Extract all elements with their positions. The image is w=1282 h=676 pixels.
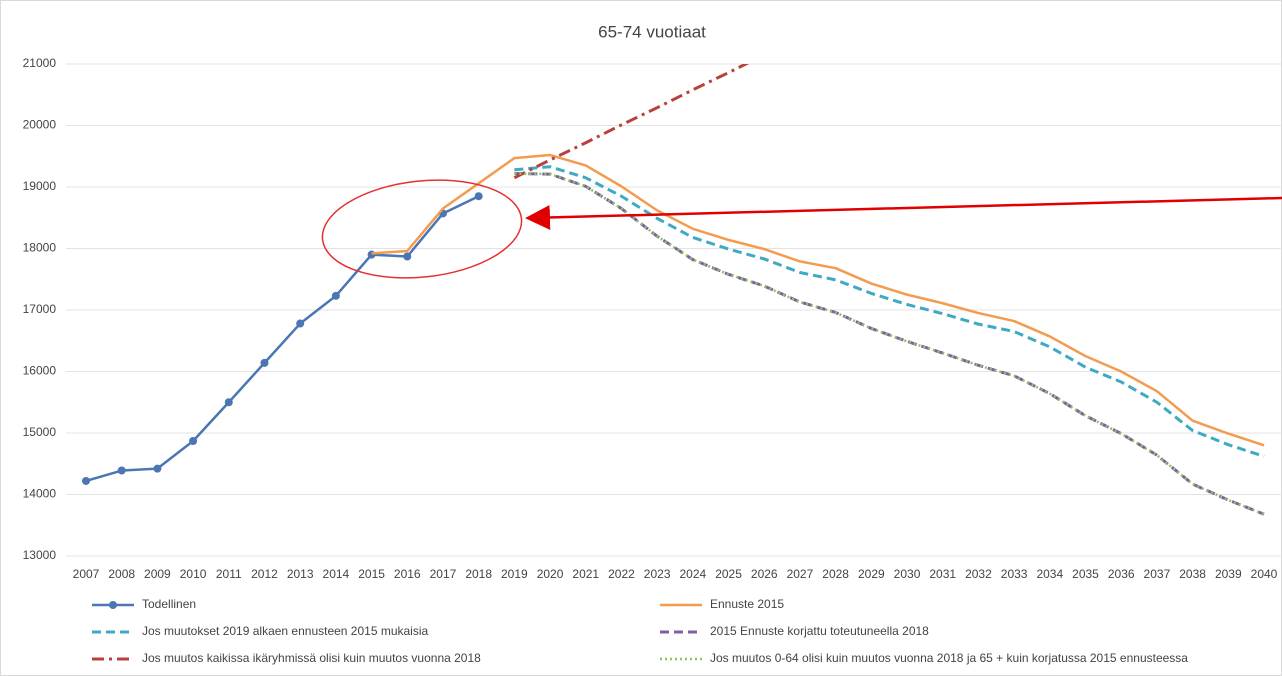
x-tick-label: 2032 bbox=[965, 567, 992, 581]
x-tick-label: 2035 bbox=[1072, 567, 1099, 581]
series-line bbox=[513, 64, 750, 180]
series-line bbox=[85, 195, 480, 483]
x-tick-label: 2022 bbox=[608, 567, 635, 581]
point-marker bbox=[474, 192, 483, 201]
x-tick-label: 2033 bbox=[1001, 567, 1028, 581]
y-tick-label: 18000 bbox=[23, 241, 57, 255]
legend-label: 2015 Ennuste korjattu toteutuneella 2018 bbox=[710, 624, 929, 638]
series-line bbox=[514, 165, 1265, 458]
x-tick-label: 2007 bbox=[73, 567, 100, 581]
x-tick-label: 2031 bbox=[929, 567, 956, 581]
x-tick-label: 2012 bbox=[251, 567, 278, 581]
x-tick-label: 2009 bbox=[144, 567, 171, 581]
x-tick-label: 2020 bbox=[537, 567, 564, 581]
legend-label: Todellinen bbox=[142, 597, 196, 611]
legend-marker bbox=[109, 601, 117, 609]
annotation-arrow bbox=[525, 196, 1282, 230]
series-line bbox=[371, 153, 1265, 447]
x-tick-label: 2027 bbox=[787, 567, 814, 581]
y-tick-label: 15000 bbox=[23, 425, 57, 439]
x-tick-label: 2017 bbox=[430, 567, 457, 581]
x-tick-label: 2038 bbox=[1179, 567, 1206, 581]
legend-label: Ennuste 2015 bbox=[710, 597, 784, 611]
x-tick-label: 2018 bbox=[465, 567, 492, 581]
y-tick-label: 17000 bbox=[23, 302, 57, 316]
x-tick-label: 2015 bbox=[358, 567, 385, 581]
x-tick-label: 2030 bbox=[894, 567, 921, 581]
x-tick-label: 2034 bbox=[1036, 567, 1063, 581]
x-tick-label: 2010 bbox=[180, 567, 207, 581]
x-tick-label: 2024 bbox=[679, 567, 706, 581]
point-marker bbox=[367, 250, 376, 259]
x-tick-label: 2037 bbox=[1144, 567, 1171, 581]
x-tick-label: 2036 bbox=[1108, 567, 1135, 581]
x-tick-label: 2029 bbox=[858, 567, 885, 581]
x-tick-label: 2014 bbox=[323, 567, 350, 581]
y-tick-label: 21000 bbox=[23, 56, 57, 70]
x-tick-label: 2040 bbox=[1251, 567, 1278, 581]
x-tick-label: 2025 bbox=[715, 567, 742, 581]
x-tick-label: 2039 bbox=[1215, 567, 1242, 581]
legend-label: Jos muutos kaikissa ikäryhmissä olisi ku… bbox=[142, 651, 481, 665]
x-tick-label: 2028 bbox=[822, 567, 849, 581]
x-tick-label: 2011 bbox=[216, 567, 242, 581]
x-tick-label: 2013 bbox=[287, 567, 314, 581]
point-marker bbox=[224, 398, 233, 407]
point-marker bbox=[260, 358, 269, 367]
x-tick-label: 2019 bbox=[501, 567, 528, 581]
x-tick-label: 2008 bbox=[108, 567, 135, 581]
series-line bbox=[514, 171, 1265, 516]
highlight-ellipse bbox=[321, 179, 523, 279]
chart-title: 65-74 vuotiaat bbox=[598, 22, 706, 41]
x-tick-label: 2021 bbox=[572, 567, 599, 581]
point-marker bbox=[82, 476, 90, 485]
point-marker bbox=[153, 464, 162, 473]
point-marker bbox=[189, 436, 198, 445]
point-marker bbox=[117, 466, 126, 475]
y-tick-label: 14000 bbox=[23, 487, 57, 501]
x-tick-label: 2016 bbox=[394, 567, 421, 581]
point-marker bbox=[296, 319, 305, 328]
legend-label: Jos muutos 0-64 olisi kuin muutos vuonna… bbox=[710, 651, 1188, 665]
x-tick-label: 2023 bbox=[644, 567, 671, 581]
legend-label: Jos muutokset 2019 alkaen ennusteen 2015… bbox=[142, 624, 429, 638]
point-marker bbox=[403, 252, 412, 261]
y-tick-label: 16000 bbox=[23, 364, 57, 378]
y-tick-label: 13000 bbox=[23, 548, 57, 562]
y-tick-label: 20000 bbox=[23, 118, 57, 132]
y-tick-label: 19000 bbox=[23, 179, 57, 193]
point-marker bbox=[331, 291, 340, 300]
x-tick-label: 2026 bbox=[751, 567, 778, 581]
